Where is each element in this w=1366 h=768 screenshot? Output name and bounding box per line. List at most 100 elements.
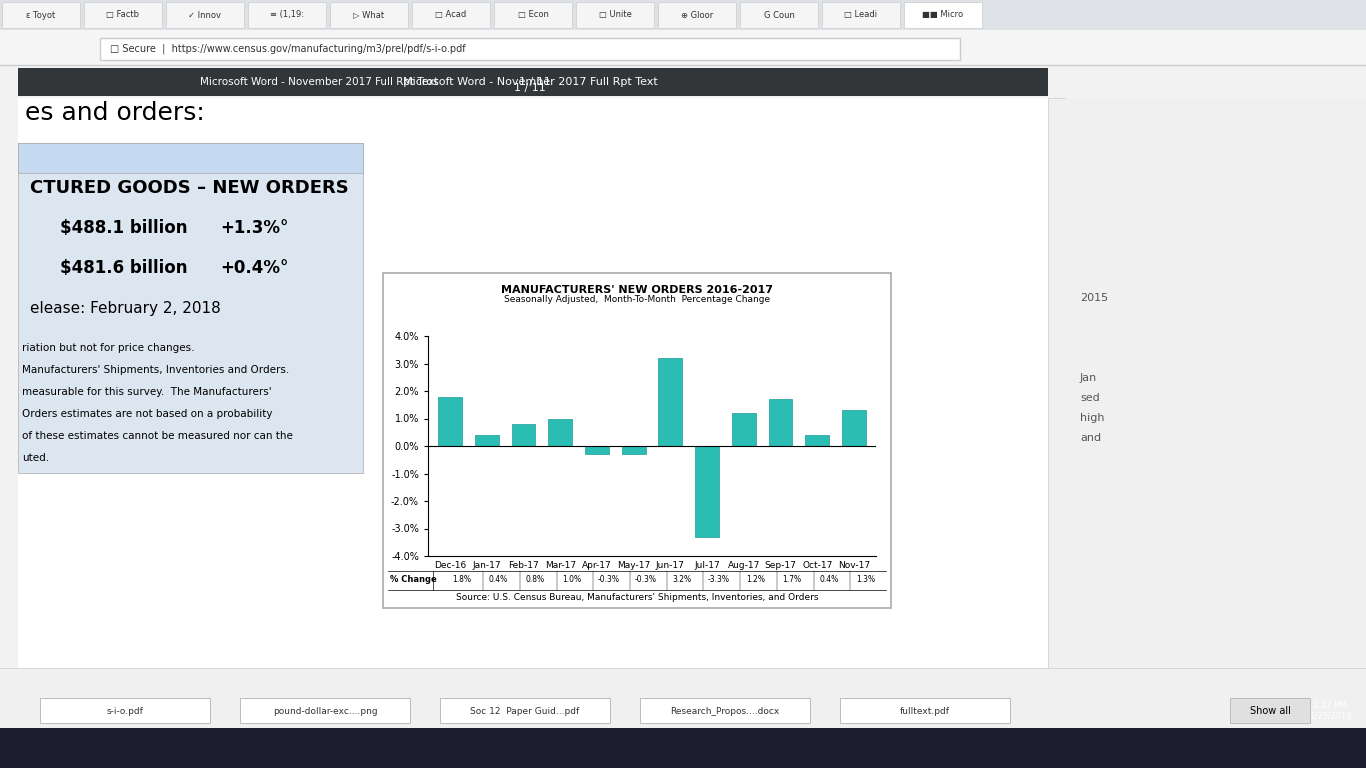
Text: 2:12 PM
1/25/2018: 2:12 PM 1/25/2018	[1309, 701, 1351, 720]
Bar	[40, 698, 210, 723]
Text: 0.8%: 0.8%	[526, 575, 545, 584]
Text: CTURED GOODS – NEW ORDERS: CTURED GOODS – NEW ORDERS	[30, 179, 348, 197]
Bar	[548, 419, 572, 446]
Text: of these estimates cannot be measured nor can the: of these estimates cannot be measured no…	[22, 431, 292, 441]
Text: 1 / 11: 1 / 11	[519, 77, 550, 87]
Bar	[511, 424, 535, 446]
Bar	[622, 446, 646, 454]
Text: ε Toyot: ε Toyot	[26, 11, 56, 19]
Text: -0.3%: -0.3%	[634, 575, 656, 584]
Text: high: high	[1081, 413, 1105, 423]
Bar	[0, 30, 1366, 65]
Bar	[658, 358, 682, 446]
Bar	[576, 2, 654, 28]
Bar	[249, 2, 326, 28]
Text: G Coun: G Coun	[764, 11, 795, 19]
Text: □ Econ: □ Econ	[518, 11, 548, 19]
Bar	[18, 68, 1048, 96]
Text: Source: U.S. Census Bureau, Manufacturers' Shipments, Inventories, and Orders: Source: U.S. Census Bureau, Manufacturer…	[456, 594, 818, 603]
Text: % Change: % Change	[391, 575, 437, 584]
Bar	[83, 2, 163, 28]
Bar	[822, 2, 900, 28]
Text: 1.2%: 1.2%	[746, 575, 765, 584]
Text: +0.4%°: +0.4%°	[220, 259, 288, 277]
Bar	[806, 435, 829, 446]
Text: MANUFACTURERS' NEW ORDERS 2016-2017: MANUFACTURERS' NEW ORDERS 2016-2017	[501, 285, 773, 295]
Bar	[0, 0, 1366, 30]
Bar	[100, 38, 960, 60]
Bar	[769, 399, 792, 446]
Text: 0.4%: 0.4%	[820, 575, 839, 584]
Text: s-i-o.pdf: s-i-o.pdf	[107, 707, 143, 716]
Bar	[1229, 698, 1310, 723]
Text: uted.: uted.	[22, 453, 49, 463]
Bar	[18, 143, 363, 173]
Text: Research_Propos....docx: Research_Propos....docx	[671, 707, 780, 716]
Text: □ Acad: □ Acad	[436, 11, 467, 19]
Text: -0.3%: -0.3%	[597, 575, 619, 584]
Text: □ Unite: □ Unite	[598, 11, 631, 19]
Text: 1.3%: 1.3%	[856, 575, 876, 584]
Bar	[0, 728, 1366, 768]
Bar	[475, 435, 499, 446]
Text: Seasonally Adjusted,  Month-To-Month  Percentage Change: Seasonally Adjusted, Month-To-Month Perc…	[504, 295, 770, 304]
Bar	[331, 2, 408, 28]
Bar	[240, 698, 410, 723]
Bar	[641, 698, 810, 723]
Text: ▷ What: ▷ What	[354, 11, 385, 19]
Text: 1 / 11: 1 / 11	[514, 83, 546, 93]
Text: pound-dollar-exc....png: pound-dollar-exc....png	[273, 707, 377, 716]
Text: ≡ (1,19:: ≡ (1,19:	[270, 11, 305, 19]
Text: fulltext.pdf: fulltext.pdf	[900, 707, 949, 716]
Text: 3.2%: 3.2%	[672, 575, 691, 584]
Text: Show all: Show all	[1250, 706, 1291, 716]
Bar	[438, 396, 462, 446]
Text: and: and	[1081, 433, 1101, 443]
Bar	[840, 698, 1009, 723]
Text: 2015: 2015	[1081, 293, 1108, 303]
Bar	[494, 2, 572, 28]
Text: 1.7%: 1.7%	[783, 575, 802, 584]
Bar	[1065, 98, 1366, 668]
Text: Manufacturers' Shipments, Inventories and Orders.: Manufacturers' Shipments, Inventories an…	[22, 365, 290, 375]
Text: sed: sed	[1081, 393, 1100, 403]
Bar	[382, 273, 891, 608]
Text: Jan: Jan	[1081, 373, 1097, 383]
Bar	[18, 143, 363, 473]
Text: riation but not for price changes.: riation but not for price changes.	[22, 343, 194, 353]
Text: Soc 12  Paper Guid...pdf: Soc 12 Paper Guid...pdf	[470, 707, 579, 716]
Text: ✓ Innov: ✓ Innov	[189, 11, 221, 19]
Text: Orders estimates are not based on a probability: Orders estimates are not based on a prob…	[22, 409, 272, 419]
Bar	[841, 410, 866, 446]
Text: □ Secure  |  https://www.census.gov/manufacturing/m3/prel/pdf/s-i-o.pdf: □ Secure | https://www.census.gov/manufa…	[111, 44, 466, 55]
Bar	[1, 2, 81, 28]
Bar	[732, 413, 755, 446]
Text: 1.0%: 1.0%	[563, 575, 582, 584]
Bar	[585, 446, 609, 454]
Text: -3.3%: -3.3%	[708, 575, 729, 584]
Text: 0.4%: 0.4%	[489, 575, 508, 584]
Bar	[904, 2, 982, 28]
Text: ■■ Micro: ■■ Micro	[922, 11, 963, 19]
Bar	[440, 698, 611, 723]
Bar	[1048, 98, 1065, 668]
Text: Microsoft Word - November 2017 Full Rpt Text: Microsoft Word - November 2017 Full Rpt …	[403, 77, 657, 87]
Bar	[18, 98, 1048, 668]
Bar	[695, 446, 719, 537]
Text: ⊕ Gloor: ⊕ Gloor	[680, 11, 713, 19]
Text: +1.3%°: +1.3%°	[220, 219, 288, 237]
Text: $481.6 billion: $481.6 billion	[60, 259, 187, 277]
Text: measurable for this survey.  The Manufacturers': measurable for this survey. The Manufact…	[22, 387, 272, 397]
Text: $488.1 billion: $488.1 billion	[60, 219, 187, 237]
Text: □ Leadi: □ Leadi	[844, 11, 877, 19]
Text: 1.8%: 1.8%	[452, 575, 471, 584]
Bar	[740, 2, 818, 28]
Text: Microsoft Word - November 2017 Full Rpt Text: Microsoft Word - November 2017 Full Rpt …	[199, 77, 438, 87]
Bar	[413, 2, 490, 28]
Text: elease: February 2, 2018: elease: February 2, 2018	[30, 300, 221, 316]
Bar	[658, 2, 736, 28]
Bar	[0, 668, 1366, 728]
Text: □ Factb: □ Factb	[107, 11, 139, 19]
Bar	[167, 2, 245, 28]
Text: es and orders:: es and orders:	[25, 101, 205, 125]
